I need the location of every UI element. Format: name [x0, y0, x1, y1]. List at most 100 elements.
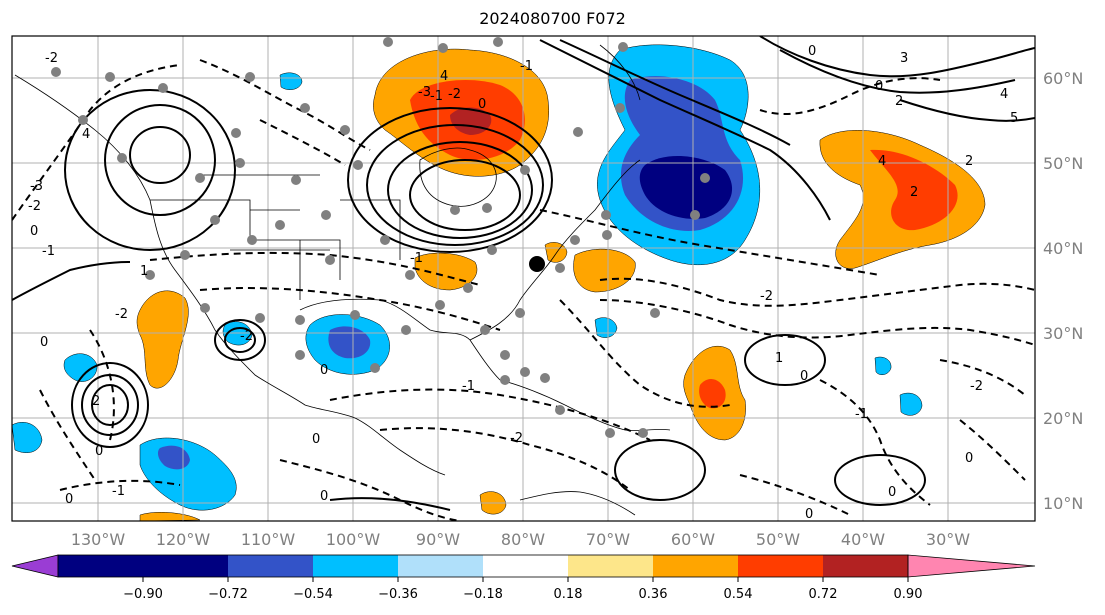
- colorbar-bin: [483, 555, 568, 577]
- colorbar-tick-label: −0.36: [378, 587, 418, 602]
- colorbar-under-arrow: [11, 554, 59, 578]
- pos-contour-north-1: [539, 39, 831, 221]
- contour-label: 0: [965, 451, 973, 466]
- pos-contour-greatlakes-1: [409, 159, 521, 231]
- neg-contour-5: [199, 287, 501, 331]
- pos-contour-atlantic-1: [744, 334, 826, 386]
- anomaly-positive-eastatlantic-core: [870, 149, 958, 231]
- positive-contours: [12, 36, 1035, 511]
- neg-contour-18: [59, 479, 181, 491]
- anomaly-positive-patch-3: [544, 242, 568, 263]
- neg-contour-17: [279, 459, 461, 521]
- contour-label: -2: [970, 379, 983, 394]
- lat-label: 50°N: [1043, 154, 1083, 173]
- pos-contour-north-4: [779, 49, 1016, 94]
- pos-contour-pacific-3: [71, 362, 149, 448]
- contour-label: -2: [45, 51, 58, 66]
- contour-label: 0: [805, 507, 813, 522]
- coastline-gulf: [299, 298, 501, 381]
- lat-label: 60°N: [1043, 69, 1083, 88]
- contour-label: 0: [808, 44, 816, 59]
- pos-contour-north-3: [759, 36, 1035, 78]
- contour-labels: 0 -1 -2 -3 4 4 2 2 5 4 3 0 2 0 1 0 -2 -1…: [28, 44, 1018, 522]
- map-title: 2024080700 F072: [479, 9, 626, 28]
- contour-label: 4: [440, 69, 448, 84]
- neg-contour-6: [89, 329, 115, 441]
- anomaly-negative-patch-1: [63, 353, 98, 382]
- neg-contour-8: [329, 388, 651, 441]
- anomaly-negative-patch-7: [874, 356, 892, 376]
- anomaly-negative-patch-6: [899, 392, 923, 416]
- shaded-anomaly-layer: [12, 44, 986, 521]
- station-markers: [51, 37, 710, 438]
- lon-label: 40°W: [841, 530, 885, 549]
- contour-label: -2: [28, 199, 41, 214]
- pos-contour-south: [329, 497, 451, 511]
- pos-contour-greatlakes-3: [366, 124, 544, 246]
- coastline-hudson: [419, 147, 497, 207]
- contour-label: -2: [240, 329, 253, 344]
- lat-label: 40°N: [1043, 239, 1083, 258]
- contour-label: -1: [112, 484, 125, 499]
- pos-contour-atlantic-3: [834, 454, 926, 506]
- contour-label: 0: [800, 369, 808, 384]
- colorbar-tick-label: 0.72: [809, 587, 838, 602]
- pos-contour-pacific-1: [91, 384, 129, 426]
- pos-contour-west-edge: [12, 261, 131, 301]
- neg-contour-1: [12, 64, 181, 221]
- lon-label: 30°W: [926, 530, 970, 549]
- lat-label: 30°N: [1043, 324, 1083, 343]
- contour-label: -1: [520, 59, 533, 74]
- neg-contour-16: [559, 299, 731, 408]
- contour-label: 0: [312, 432, 320, 447]
- anomaly-negative-labrador-core: [639, 155, 733, 219]
- colorbar-tick-marks: [142, 577, 909, 582]
- pos-contour-atlantic-2: [614, 439, 706, 501]
- lon-label: 90°W: [416, 530, 460, 549]
- neg-contour-9: [379, 427, 631, 491]
- pos-contour-north-5: [899, 99, 1035, 122]
- lon-label: 110°W: [241, 530, 296, 549]
- contour-label: 0: [65, 492, 73, 507]
- pos-contour-pacific-2: [81, 374, 139, 436]
- neg-contour-3: [259, 119, 346, 166]
- contour-label: 2: [910, 185, 918, 200]
- contour-label: -2: [510, 431, 523, 446]
- neg-contour-15: [759, 77, 941, 116]
- colorbar-bin: [568, 555, 653, 577]
- coastline-south-america: [519, 491, 636, 516]
- colorbar-over-arrow: [907, 554, 1036, 578]
- neg-contour-7: [39, 389, 96, 481]
- contour-label: 0: [888, 485, 896, 500]
- neg-contour-12: [819, 379, 931, 506]
- contour-label: 2: [92, 394, 100, 409]
- negative-contours: [12, 59, 1035, 521]
- contour-label: 0: [40, 335, 48, 350]
- anomaly-negative-patch-2: [12, 422, 43, 453]
- contour-label: -1: [462, 379, 475, 394]
- contour-label: -1: [42, 244, 55, 259]
- pos-contour-west-1: [129, 126, 191, 184]
- colorbar-bin: [823, 555, 908, 577]
- contour-label: 4: [1000, 87, 1008, 102]
- contour-label: 5: [1010, 111, 1018, 126]
- lon-label: 70°W: [586, 530, 630, 549]
- lon-label: 60°W: [671, 530, 715, 549]
- colorbar-tick-label: −0.18: [463, 587, 503, 602]
- colorbar-tick-label: 0.54: [724, 587, 753, 602]
- colorbar-tick-label: −0.72: [208, 587, 248, 602]
- contour-label: 4: [82, 127, 90, 142]
- contour-label: -2: [448, 87, 461, 102]
- colorbar-tick-label: 0.36: [639, 587, 668, 602]
- colorbar-bin: [143, 555, 228, 577]
- contour-label: 2: [965, 154, 973, 169]
- colorbar-tick-label: 0.18: [554, 587, 583, 602]
- anomaly-negative-gulf-core: [328, 326, 371, 359]
- neg-contour-14: [539, 209, 881, 276]
- colorbar-tick-label: −0.54: [293, 587, 333, 602]
- coastline-pacific-northwest: [14, 74, 446, 476]
- contour-label: 0: [320, 363, 328, 378]
- neg-contour-10: [599, 277, 1035, 307]
- coastline-east: [469, 159, 641, 341]
